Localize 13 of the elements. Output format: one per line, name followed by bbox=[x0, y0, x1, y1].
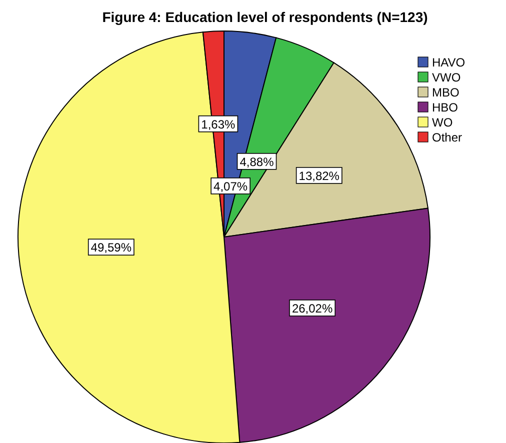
chart-title: Figure 4: Education level of respondents (N=123) bbox=[102, 9, 428, 25]
data-label: 13,82% bbox=[298, 168, 340, 183]
legend-label: VWO bbox=[432, 70, 461, 84]
data-label: 26,02% bbox=[292, 301, 333, 316]
data-label: 49,59% bbox=[90, 240, 132, 255]
legend-label: MBO bbox=[432, 86, 460, 100]
data-label: 4,88% bbox=[240, 154, 274, 169]
data-label: 4,07% bbox=[214, 179, 248, 194]
legend-label: HAVO bbox=[432, 56, 466, 70]
legend-label: WO bbox=[432, 116, 453, 130]
data-label: 1,63% bbox=[201, 117, 236, 132]
legend-label: Other bbox=[432, 130, 462, 144]
legend-label: HBO bbox=[432, 100, 458, 114]
